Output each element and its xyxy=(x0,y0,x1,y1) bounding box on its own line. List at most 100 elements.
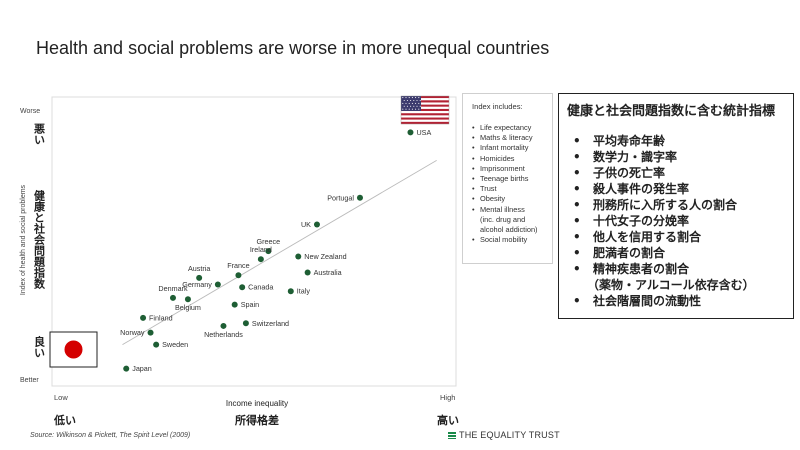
usa-flag-stripe xyxy=(401,106,449,109)
point-label-portugal: Portugal xyxy=(327,193,354,202)
y-axis-title-ja: 健康と社会問題指数 xyxy=(32,190,46,292)
usa-flag-star xyxy=(413,105,415,107)
legend-item: alcohol addiction) xyxy=(480,224,538,234)
usa-flag-stripe xyxy=(401,100,449,103)
jp-index-item: 数学力・識字率 xyxy=(567,149,785,165)
point-portugal xyxy=(356,194,363,201)
point-label-belgium: Belgium xyxy=(175,303,201,312)
x-axis-high-label: High xyxy=(440,393,455,402)
jp-index-item: 十代女子の分娩率 xyxy=(567,213,785,229)
usa-flag-star xyxy=(419,99,421,102)
usa-flag-star xyxy=(405,108,407,110)
source-note: Source: Wilkinson & Pickett, The Spirit … xyxy=(30,432,191,439)
point-new-zealand xyxy=(295,253,302,260)
equality-trust-logo-icon xyxy=(448,432,456,439)
usa-flag-star xyxy=(402,102,404,104)
legend-item: Social mobility xyxy=(472,235,546,245)
point-usa xyxy=(407,129,414,136)
usa-flag-stripe xyxy=(401,111,449,114)
legend-item: (inc. drug and xyxy=(480,214,526,224)
point-label-new-zealand: New Zealand xyxy=(304,252,346,261)
x-axis-low-label: Low xyxy=(54,393,68,402)
plot-area xyxy=(51,96,457,387)
point-label-japan: Japan xyxy=(132,364,152,373)
usa-flag xyxy=(400,95,450,125)
point-canada xyxy=(239,284,246,291)
usa-flag-stripe xyxy=(401,108,449,112)
usa-flag-stripe xyxy=(401,98,449,101)
usa-flag-star xyxy=(408,102,410,104)
jp-index-item: 社会階層間の流動性 xyxy=(567,293,785,309)
y-title-ja-text: 健康と社会問題指数 xyxy=(32,190,46,289)
point-norway xyxy=(147,329,154,336)
usa-flag-stripe xyxy=(401,117,449,120)
y-axis-bottom-label-ja: 良い xyxy=(32,336,46,361)
index-legend: Index includes: Life expectancyMaths & l… xyxy=(462,93,553,264)
x-axis-high-label-ja: 高い xyxy=(437,414,459,427)
jp-index-item: 刑務所に入所する人の割合 xyxy=(567,197,785,213)
point-label-ireland: Ireland xyxy=(250,245,272,254)
point-label-italy: Italy xyxy=(297,287,311,296)
point-spain xyxy=(231,301,238,308)
point-label-france: France xyxy=(227,261,249,270)
usa-flag-star xyxy=(406,99,408,102)
point-germany xyxy=(214,281,221,288)
point-italy xyxy=(287,288,294,295)
y-top-ja-text: 悪い xyxy=(32,123,46,145)
point-label-greece: Greece xyxy=(257,237,281,246)
japan-flag xyxy=(49,331,98,368)
legend-item: Infant mortality xyxy=(472,144,546,153)
usa-flag-star xyxy=(406,105,408,107)
brand-footer: THE EQUALITY TRUST xyxy=(448,430,560,440)
legend-item: Imprisonment xyxy=(472,164,546,174)
index-legend-list: Life expectancyMaths & literacyInfant mo… xyxy=(472,123,546,245)
usa-flag-star xyxy=(419,105,421,107)
point-label-spain: Spain xyxy=(241,300,259,309)
y-bottom-ja-text: 良い xyxy=(32,336,46,358)
point-label-finland: Finland xyxy=(149,313,173,322)
usa-flag-border xyxy=(400,95,450,125)
jp-index-item: 殺人事件の発生率 xyxy=(567,181,785,197)
point-switzerland xyxy=(242,320,249,327)
jp-index-item: 肥満者の割合 xyxy=(567,245,785,261)
usa-flag-stripe xyxy=(401,119,449,122)
point-denmark xyxy=(169,294,176,301)
point-sweden xyxy=(153,341,160,348)
usa-flag-star xyxy=(403,99,405,102)
data-points xyxy=(123,129,414,372)
jp-index-item: 平均寿命年齢 xyxy=(567,133,785,149)
usa-flag-star xyxy=(411,102,413,104)
point-label-canada: Canada xyxy=(248,283,273,292)
usa-flag-star xyxy=(411,108,413,110)
usa-flag-stripe xyxy=(401,96,449,99)
brand-text: THE EQUALITY TRUST xyxy=(459,430,560,440)
usa-flag-star xyxy=(418,108,420,110)
point-greece xyxy=(265,248,272,255)
usa-flag-star xyxy=(408,97,410,99)
jp-index-list: 平均寿命年齢数学力・識字率子供の死亡率殺人事件の発生率刑務所に入所する人の割合十… xyxy=(567,133,785,309)
point-label-netherlands: Netherlands xyxy=(204,330,243,339)
usa-flag-star xyxy=(415,108,417,110)
usa-flag-star xyxy=(410,105,412,107)
usa-flag-stripe xyxy=(401,115,449,118)
point-label-switzerland: Switzerland xyxy=(252,319,289,328)
y-axis-top-label: Worse xyxy=(20,108,40,115)
y-axis-title: Index of health and social problems xyxy=(20,184,27,295)
usa-flag-star xyxy=(415,102,417,104)
jp-index-item: 子供の死亡率 xyxy=(567,165,785,181)
usa-flag-star xyxy=(402,108,404,110)
point-france xyxy=(235,272,242,279)
x-axis-low-label-ja: 低い xyxy=(54,414,76,427)
usa-flag-star xyxy=(403,105,405,107)
usa-flag-star xyxy=(408,108,410,110)
usa-flag-stripe xyxy=(401,113,449,116)
usa-flag-star xyxy=(405,97,407,99)
point-label-austria: Austria xyxy=(188,264,210,273)
legend-item: Life expectancy xyxy=(472,123,546,133)
usa-flag-stripe xyxy=(401,121,449,125)
point-finland xyxy=(140,314,147,321)
point-label-usa: USA xyxy=(416,128,431,137)
usa-flag-star xyxy=(402,97,404,99)
legend-item: Mental illness xyxy=(472,205,546,215)
point-label-sweden: Sweden xyxy=(162,340,188,349)
